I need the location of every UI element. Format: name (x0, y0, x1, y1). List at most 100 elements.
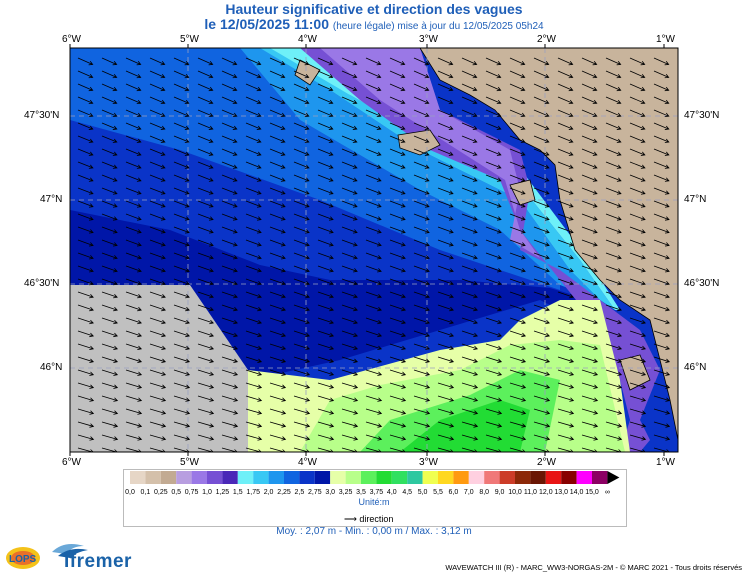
direction-arrow (173, 135, 190, 143)
direction-arrow (341, 70, 358, 79)
direction-arrow (389, 174, 406, 182)
direction-arrow (101, 135, 118, 143)
legend-tick-label: 2,5 (295, 489, 305, 496)
direction-arrow (461, 304, 478, 312)
direction-arrow (125, 369, 143, 376)
direction-arrow (437, 161, 454, 169)
direction-arrow (533, 148, 550, 156)
direction-arrow (125, 343, 143, 351)
arrow-icon: ⟶ (344, 514, 357, 524)
direction-arrow (437, 70, 454, 79)
direction-arrow (293, 252, 310, 260)
direction-arrow (245, 408, 263, 415)
legend-swatch (314, 471, 331, 484)
direction-arrow (413, 83, 430, 92)
direction-arrow (365, 330, 383, 338)
direction-arrow (77, 70, 94, 79)
direction-arrow (605, 434, 623, 441)
direction-arrow (509, 213, 526, 221)
direction-arrow (365, 148, 382, 156)
direction-arrow (605, 135, 622, 143)
direction-arrow (77, 174, 94, 182)
direction-arrow (461, 317, 478, 325)
coastline-land (300, 48, 678, 441)
direction-arrow (125, 83, 142, 92)
direction-arrow (269, 382, 287, 389)
legend-swatch (592, 471, 608, 484)
direction-arrow (149, 109, 166, 117)
direction-arrow (245, 434, 263, 441)
direction-arrow (653, 408, 671, 415)
direction-arrow (557, 109, 574, 117)
direction-arrow (437, 343, 455, 351)
direction-arrow (77, 382, 95, 389)
direction-arrow (125, 148, 142, 156)
direction-arrow (605, 291, 622, 299)
direction-arrow (653, 96, 670, 105)
direction-arrow (389, 109, 406, 117)
direction-arrow (125, 122, 142, 130)
direction-arrow (125, 161, 142, 169)
legend-tick-label: 0,5 (171, 489, 181, 496)
direction-arrow (581, 317, 598, 325)
direction-arrow (629, 148, 646, 156)
direction-arrow (101, 382, 119, 389)
direction-arrow (149, 395, 167, 402)
direction-arrow (77, 291, 94, 299)
direction-arrow (125, 174, 142, 182)
tick-marks (69, 44, 665, 456)
legend-tick-label: 4,0 (387, 489, 397, 496)
direction-arrow (77, 239, 94, 247)
legend-tick-label: 1,25 (216, 489, 230, 496)
direction-arrow (509, 200, 526, 208)
direction-arrow (317, 252, 334, 260)
direction-arrow (533, 213, 550, 221)
direction-arrow (221, 70, 238, 79)
direction-arrow (221, 382, 239, 389)
direction-arrow (341, 317, 358, 325)
direction-arrow (173, 57, 190, 66)
direction-arrow (293, 148, 310, 156)
direction-arrow (413, 291, 430, 299)
date-main: le 12/05/2025 11:00 (204, 16, 329, 32)
direction-arrow (653, 226, 670, 234)
direction-arrow (365, 265, 382, 273)
direction-arrow (365, 252, 382, 260)
direction-arrow (293, 161, 310, 169)
direction-arrow (197, 226, 214, 234)
direction-arrow (461, 408, 479, 415)
direction-arrow (533, 291, 550, 299)
direction-arrow (245, 109, 262, 117)
direction-arrow (245, 213, 262, 221)
direction-arrow (389, 122, 406, 130)
direction-arrow (125, 226, 142, 234)
direction-arrow (533, 109, 550, 117)
direction-arrow (269, 200, 286, 208)
direction-arrow (629, 187, 646, 195)
direction-arrow (461, 187, 478, 195)
direction-arrow (509, 408, 527, 415)
direction-arrow (485, 122, 502, 130)
legend-swatch (530, 471, 546, 484)
direction-arrow (317, 434, 335, 441)
direction-arrow (485, 252, 502, 260)
direction-arrow (413, 226, 430, 234)
direction-arrow (125, 408, 143, 415)
direction-arrow (509, 226, 526, 234)
direction-arrow (245, 421, 263, 428)
direction-arrow (653, 213, 670, 221)
direction-arrow (101, 434, 119, 441)
lon-label-top: 5°W (180, 34, 199, 45)
direction-arrow (149, 408, 167, 415)
direction-arrow (293, 187, 310, 195)
direction-arrow (461, 83, 478, 92)
legend-swatch (407, 471, 423, 484)
direction-arrow (413, 239, 430, 247)
direction-arrow (533, 96, 550, 105)
direction-arrow (173, 200, 190, 208)
direction-arrow (149, 187, 166, 195)
direction-arrow (605, 70, 622, 79)
legend-tick-label: 5,5 (433, 489, 443, 496)
direction-arrow (437, 135, 454, 143)
direction-arrow (269, 304, 286, 312)
